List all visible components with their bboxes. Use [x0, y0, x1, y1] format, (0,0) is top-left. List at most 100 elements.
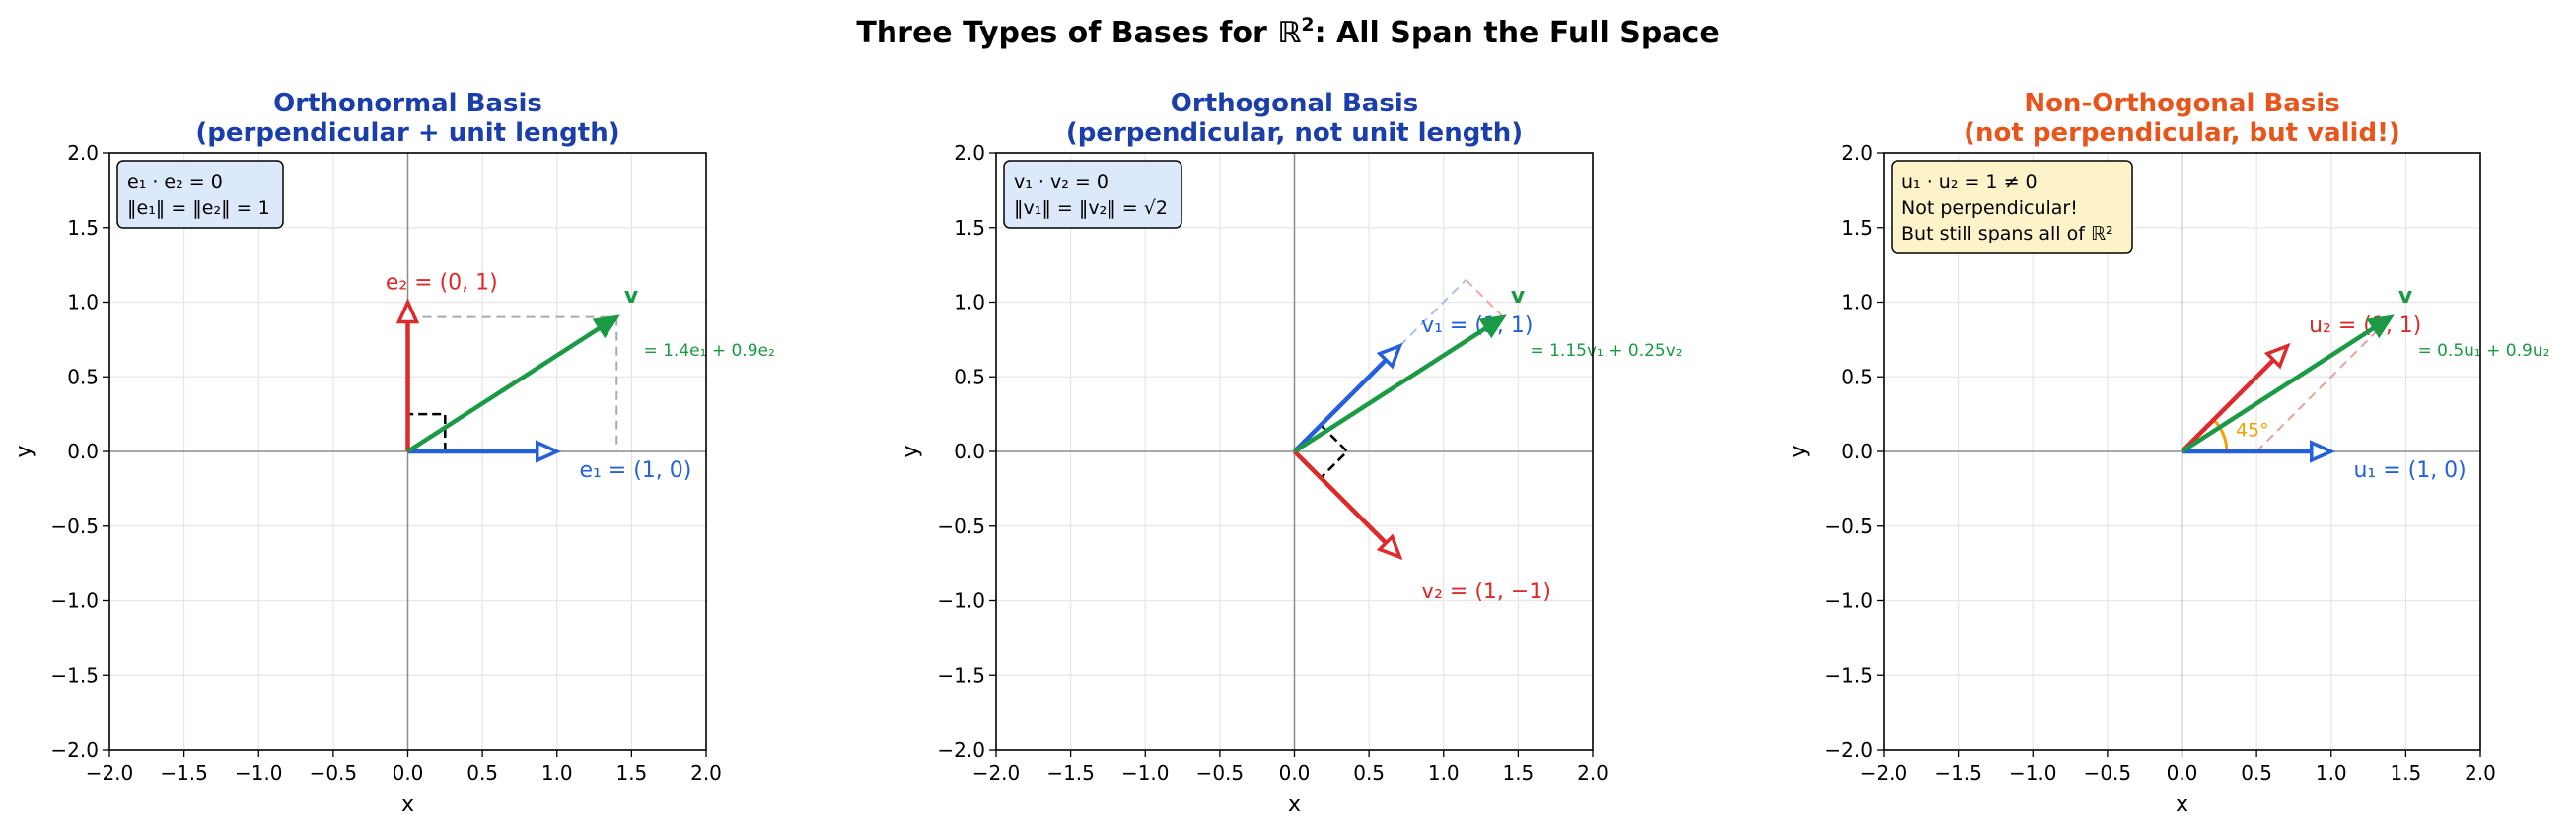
vector-u2-shaft — [2180, 357, 2277, 453]
x-tick-label: 1.5 — [1502, 761, 1534, 785]
x-tick-label: −2.0 — [972, 761, 1021, 785]
plot-frame — [995, 152, 1594, 751]
panel-title-line2: (perpendicular, not unit length) — [1066, 118, 1523, 148]
info-box-line: ‖v₁‖ = ‖v₂‖ = √2 — [1014, 197, 1168, 219]
vector-e1-head — [536, 440, 562, 463]
y-tick-label: −2.0 — [50, 738, 99, 762]
y-tick-label: 1.5 — [67, 216, 99, 240]
y-tick-label: 2.0 — [67, 141, 99, 165]
y-tick-label: −1.5 — [1825, 663, 1873, 687]
panel-2: −2.0−2.0 −1.5 −1.5 −1.0 −1.0 −0.5 −0.5 0.0 0.0 0.… — [898, 89, 1682, 817]
x-tick-label: −1.0 — [1121, 761, 1170, 785]
x-tick-label: −0.5 — [310, 761, 358, 785]
panel-title-line1: Orthonormal Basis — [273, 89, 542, 118]
vector-v1-shaft — [1292, 357, 1390, 453]
info-box-line: ‖e₁‖ = ‖e₂‖ = 1 — [127, 197, 270, 219]
x-tick-label: 0.0 — [393, 761, 424, 785]
info-box-line: u₁ · u₂ = 1 ≠ 0 — [1901, 172, 2038, 193]
right-angle-marker — [1320, 424, 1349, 479]
y-tick-label: −1.0 — [937, 589, 985, 613]
panel-1: −2.0−2.0 −1.5 −1.5 −1.0 −1.0 −0.5 −0.5 0.0 0.0 0.… — [12, 89, 775, 817]
x-tick-label: −1.5 — [160, 761, 208, 785]
x-tick-label: 0.0 — [1279, 761, 1311, 785]
y-axis-label: y — [1786, 445, 1811, 457]
vector-e2-label: e₂ = (0, 1) — [386, 270, 498, 295]
y-tick-label: −1.5 — [50, 663, 99, 687]
vector-v-label: v — [624, 284, 639, 309]
y-axis-label: y — [898, 445, 923, 457]
x-tick-label: 0.0 — [2167, 761, 2198, 785]
info-box-line: Not perpendicular! — [1901, 197, 2078, 219]
x-tick-label: 1.0 — [1428, 761, 1460, 785]
y-tick-label: −0.5 — [50, 515, 99, 538]
guide-line — [1465, 279, 1504, 318]
y-tick-label: 0.5 — [1841, 365, 1873, 388]
vector-v1-head — [1376, 342, 1403, 370]
info-box — [116, 160, 284, 229]
x-tick-label: 0.5 — [1353, 761, 1385, 785]
y-tick-label: 0.0 — [67, 440, 99, 463]
y-tick-label: −2.0 — [1825, 738, 1873, 762]
info-box — [1891, 160, 2133, 254]
x-tick-label: 1.5 — [615, 761, 647, 785]
vector-v-shaft — [2181, 324, 2378, 453]
x-axis-label: x — [1288, 793, 1301, 817]
x-tick-label: 2.0 — [2465, 761, 2496, 785]
x-tick-label: 1.5 — [2390, 761, 2421, 785]
x-axis-label: x — [2176, 793, 2188, 817]
x-tick-label: −0.5 — [1196, 761, 1245, 785]
linear-combination-label: = 1.15v₁ + 0.25v₂ — [1530, 341, 1682, 361]
vector-e2-head — [395, 298, 420, 324]
y-tick-label: −1.0 — [1825, 589, 1873, 613]
panel-title-line1: Non-Orthogonal Basis — [2024, 89, 2339, 118]
info-box — [1003, 160, 1182, 229]
vector-v2-head — [1376, 533, 1403, 561]
linear-combination-label: = 0.5u₁ + 0.9u₂ — [2417, 341, 2549, 361]
y-tick-label: 0.5 — [954, 365, 985, 388]
panel-title-line1: Orthogonal Basis — [1171, 89, 1418, 118]
x-tick-label: −1.5 — [1934, 761, 1982, 785]
x-tick-label: 1.0 — [2316, 761, 2347, 785]
vector-v-shaft — [1293, 324, 1490, 453]
linear-combination-label: = 1.4e₁ + 0.9e₂ — [643, 341, 774, 361]
vector-v-head — [1478, 314, 1507, 339]
y-tick-label: −1.5 — [937, 663, 985, 687]
vector-v2-shaft — [1292, 449, 1390, 546]
vector-v-head — [592, 314, 620, 339]
vector-v2-label: v₂ = (1, −1) — [1421, 580, 1551, 604]
angle-arc — [2212, 418, 2229, 452]
info-box-line: e₁ · e₂ = 0 — [127, 172, 223, 193]
y-tick-label: −0.5 — [1825, 515, 1873, 538]
x-tick-label: −2.0 — [86, 761, 134, 785]
x-tick-label: 2.0 — [690, 761, 722, 785]
x-tick-label: −2.0 — [1860, 761, 1908, 785]
panel-3: −2.0−2.0 −1.5 −1.5 −1.0 −1.0 −0.5 −0.5 0.0 0.0 0.… — [1786, 89, 2549, 817]
x-tick-label: 0.5 — [466, 761, 498, 785]
plot-frame — [108, 152, 707, 751]
panel-title-line2: (perpendicular + unit length) — [195, 118, 619, 148]
y-tick-label: 0.5 — [67, 365, 99, 388]
panel-title-line2: (not perpendicular, but valid!) — [1964, 118, 2400, 148]
info-box-line: But still spans all of ℝ² — [1901, 223, 2113, 244]
y-tick-label: 1.5 — [954, 216, 985, 240]
plot-frame — [1883, 152, 2481, 751]
guide-line — [2255, 315, 2392, 452]
figure-title: Three Types of Bases for ℝ2: All Span th… — [856, 14, 1720, 50]
vector-u2-head — [2263, 342, 2291, 370]
vector-v-label: v — [2398, 284, 2413, 309]
x-axis-label: x — [401, 793, 414, 817]
vector-u1-head — [2310, 440, 2336, 463]
y-tick-label: −0.5 — [937, 515, 985, 538]
x-tick-label: −1.0 — [2009, 761, 2057, 785]
y-tick-label: 1.0 — [1841, 291, 1873, 314]
vector-u1-label: u₁ = (1, 0) — [2353, 458, 2466, 483]
y-tick-label: −1.0 — [50, 589, 99, 613]
y-axis-label: y — [12, 445, 36, 457]
x-tick-label: 2.0 — [1577, 761, 1609, 785]
y-tick-label: 0.0 — [1841, 440, 1873, 463]
guide-line — [1398, 279, 1467, 347]
right-angle-marker — [407, 412, 447, 451]
x-tick-label: −1.5 — [1046, 761, 1095, 785]
y-tick-label: 1.5 — [1841, 216, 1873, 240]
